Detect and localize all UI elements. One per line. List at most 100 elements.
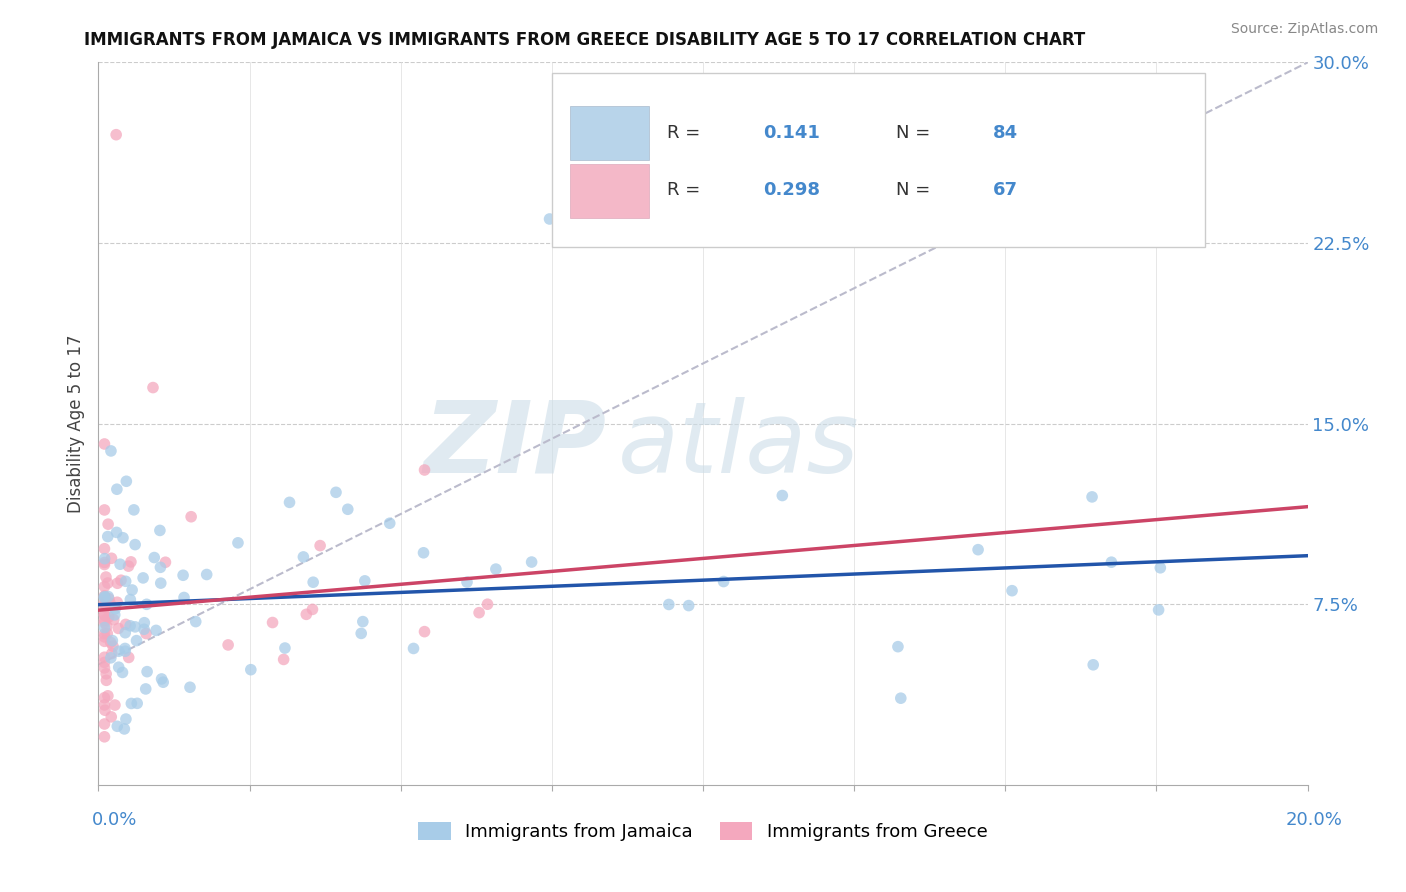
Point (93, 541, 115, 556)
Point (100, 444, 122, 458)
Point (107, 576, 129, 591)
Point (350, 626, 373, 640)
Point (118, 650, 141, 665)
Point (114, 617, 136, 632)
Point (96, 673, 118, 688)
Point (93, 621, 115, 635)
Point (93, 717, 115, 731)
Point (100, 635, 122, 649)
Point (127, 696, 149, 710)
Point (125, 633, 148, 648)
Text: R =: R = (666, 181, 706, 199)
Point (93, 627, 115, 641)
Point (325, 485, 347, 500)
Point (93, 589, 115, 603)
Point (273, 652, 295, 666)
Point (120, 555, 142, 569)
Point (93, 613, 115, 627)
Point (100, 650, 122, 665)
Point (94, 703, 117, 717)
Point (104, 698, 127, 712)
Point (107, 660, 129, 674)
Text: 0.0%: 0.0% (91, 811, 136, 829)
Point (93, 730, 115, 744)
Point (121, 582, 143, 597)
Point (135, 597, 157, 611)
Point (887, 640, 910, 654)
Point (108, 558, 131, 572)
Point (94, 599, 117, 614)
Point (93, 634, 115, 648)
Point (112, 722, 135, 736)
Point (93, 591, 115, 605)
Point (94, 570, 117, 584)
Point (114, 625, 136, 640)
Point (184, 615, 207, 629)
Point (302, 575, 325, 590)
Point (134, 615, 156, 630)
Point (145, 624, 167, 638)
Point (93, 607, 115, 622)
Point (770, 489, 793, 503)
Text: 0.298: 0.298 (763, 181, 821, 199)
Point (378, 516, 401, 531)
Point (135, 626, 157, 640)
Point (117, 559, 139, 574)
Point (149, 576, 172, 591)
Point (97, 689, 120, 703)
Point (93, 437, 115, 451)
Point (520, 555, 543, 569)
Point (538, 212, 561, 227)
Text: 0.141: 0.141 (763, 123, 820, 142)
Point (967, 542, 990, 557)
Point (152, 675, 174, 690)
Point (114, 641, 136, 656)
Point (94, 598, 117, 612)
Point (120, 592, 142, 607)
Point (149, 560, 172, 574)
Point (96, 626, 118, 640)
Point (413, 463, 436, 477)
Point (135, 681, 157, 696)
Legend: Immigrants from Jamaica, Immigrants from Greece: Immigrants from Jamaica, Immigrants from… (411, 814, 995, 848)
Point (274, 640, 297, 655)
Text: IMMIGRANTS FROM JAMAICA VS IMMIGRANTS FROM GREECE DISABILITY AGE 5 TO 17 CORRELA: IMMIGRANTS FROM JAMAICA VS IMMIGRANTS FR… (84, 31, 1085, 49)
Point (456, 575, 478, 590)
Point (101, 633, 124, 648)
Y-axis label: Disability Age 5 to 17: Disability Age 5 to 17 (66, 334, 84, 513)
Point (413, 624, 436, 639)
Point (103, 613, 125, 627)
Point (98, 597, 121, 611)
Point (93, 556, 115, 570)
Point (107, 644, 129, 658)
Point (105, 128, 128, 142)
Point (150, 672, 173, 686)
Point (143, 550, 166, 565)
Point (105, 525, 128, 540)
Point (132, 571, 155, 585)
FancyBboxPatch shape (569, 106, 648, 160)
Point (301, 602, 323, 616)
Point (1083, 657, 1105, 672)
Point (97, 590, 120, 604)
Point (195, 567, 218, 582)
Point (1001, 583, 1024, 598)
Point (239, 663, 262, 677)
Text: Source: ZipAtlas.com: Source: ZipAtlas.com (1230, 22, 1378, 37)
Point (124, 620, 146, 634)
Text: R =: R = (666, 123, 706, 142)
Text: 84: 84 (993, 123, 1018, 142)
Point (93, 608, 115, 623)
Point (120, 697, 142, 711)
Point (149, 524, 172, 538)
Point (93, 558, 115, 572)
Point (100, 551, 122, 566)
Point (105, 595, 128, 609)
Point (336, 502, 359, 516)
Point (114, 574, 136, 589)
Point (96, 619, 118, 633)
Point (104, 601, 127, 615)
Point (468, 606, 491, 620)
FancyBboxPatch shape (551, 73, 1205, 247)
Point (402, 641, 425, 656)
